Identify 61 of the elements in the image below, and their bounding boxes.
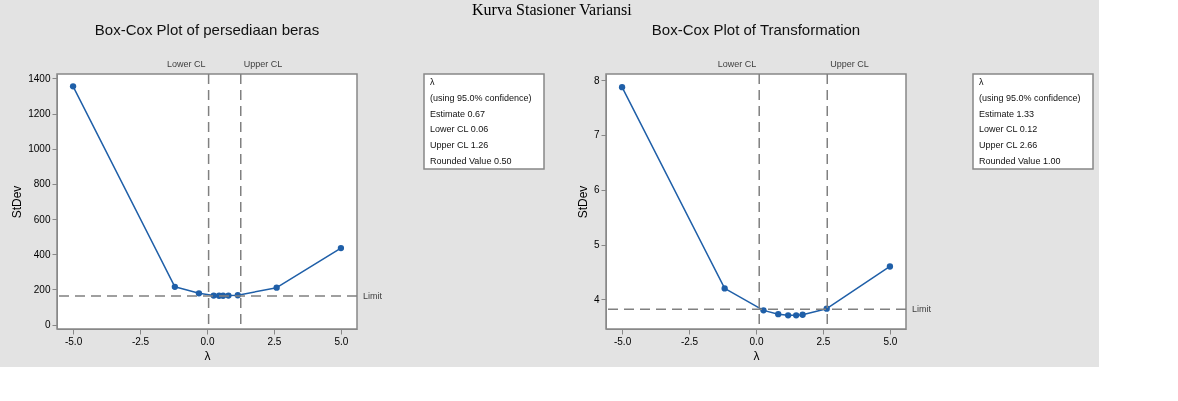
y-tick-label: 1200 [28,108,51,120]
text: Lower CL 0.12 [979,124,1038,135]
ref-line-label: Limit [363,290,383,301]
x-tick-label: -2.5 [680,335,699,347]
x-tick-label: 5.0 [334,335,349,347]
x-tick-label: -5.0 [64,335,83,347]
point [721,285,728,292]
y-tick-label: 0 [44,319,51,331]
ref-line-label: Upper CL [243,59,283,69]
y-tick-label: 4 [593,293,600,305]
text: (using 95.0% confidence) [430,92,532,103]
ref-line-label: Upper CL [830,59,869,69]
point [799,311,806,318]
point [784,312,792,319]
text: λ [430,76,435,87]
point [793,312,800,319]
point [618,84,626,91]
text: Rounded Value 0.50 [430,156,512,167]
x-tick-label: 2.5 [816,335,831,347]
y-tick-label: 5 [593,239,600,251]
y-tick-label: 400 [33,248,51,260]
text: Upper CL 1.26 [430,140,489,151]
point [775,311,782,318]
point [760,307,767,314]
chart-title: Box-Cox Plot of Transformation [651,21,861,38]
y-tick-label: 1400 [28,72,51,84]
text: Kurva Stasioner Variansi [472,1,633,19]
y-axis-title: StDev [10,185,25,219]
x-tick-label: 0.0 [200,335,215,347]
chart-title: Box-Cox Plot of persediaan beras [94,21,320,38]
y-tick-label: 800 [33,178,51,190]
y-tick-label: 8 [593,74,600,86]
point [69,83,77,90]
text: Upper CL 2.66 [979,140,1038,151]
point [195,290,203,297]
point [171,283,179,290]
ref-line-label: Limit [912,304,932,315]
x-tick-label: 2.5 [267,335,282,347]
x-tick-label: 0.0 [749,335,764,347]
text: Estimate 0.67 [430,108,486,119]
text: Estimate 1.33 [979,108,1035,119]
x-axis-title: λ [204,348,211,363]
text: Rounded Value 1.00 [979,156,1061,167]
point [337,244,345,252]
ref-line-label: Lower CL [717,59,757,69]
point [886,263,894,270]
x-axis-title: λ [753,348,760,363]
text: (using 95.0% confidence) [979,92,1081,103]
y-axis-title: StDev [575,185,590,219]
text: λ [979,76,984,87]
point [273,284,280,291]
ref-line-label: Lower CL [167,59,206,69]
y-tick-label: 6 [593,184,600,196]
y-tick-label: 600 [33,213,51,225]
x-tick-label: -5.0 [613,335,632,347]
x-tick-label: -2.5 [131,335,150,347]
x-tick-label: 5.0 [883,335,898,347]
y-tick-label: 200 [33,283,51,295]
text: Lower CL 0.06 [430,124,489,135]
y-tick-label: 1000 [28,143,51,155]
y-tick-label: 7 [593,129,600,141]
